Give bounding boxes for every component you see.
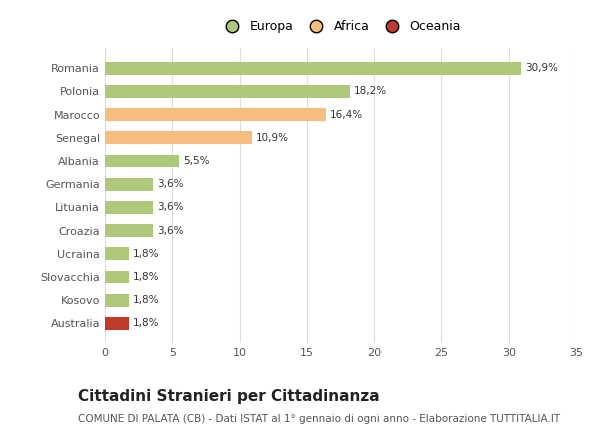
Legend: Europa, Africa, Oceania: Europa, Africa, Oceania bbox=[216, 16, 465, 37]
Text: 18,2%: 18,2% bbox=[354, 86, 387, 96]
Bar bbox=[105, 62, 521, 74]
Bar bbox=[105, 294, 129, 307]
Text: 3,6%: 3,6% bbox=[157, 179, 184, 189]
Text: 30,9%: 30,9% bbox=[525, 63, 558, 73]
Bar bbox=[105, 178, 154, 191]
Text: 3,6%: 3,6% bbox=[157, 226, 184, 235]
Bar bbox=[105, 108, 326, 121]
Text: 1,8%: 1,8% bbox=[133, 319, 160, 328]
Bar bbox=[105, 154, 179, 167]
Text: 1,8%: 1,8% bbox=[133, 249, 160, 259]
Text: 1,8%: 1,8% bbox=[133, 272, 160, 282]
Text: 5,5%: 5,5% bbox=[183, 156, 209, 166]
Text: 3,6%: 3,6% bbox=[157, 202, 184, 213]
Bar bbox=[105, 201, 154, 214]
Text: 1,8%: 1,8% bbox=[133, 295, 160, 305]
Bar bbox=[105, 247, 129, 260]
Bar bbox=[105, 224, 154, 237]
Bar bbox=[105, 85, 350, 98]
Text: COMUNE DI PALATA (CB) - Dati ISTAT al 1° gennaio di ogni anno - Elaborazione TUT: COMUNE DI PALATA (CB) - Dati ISTAT al 1°… bbox=[78, 414, 560, 425]
Text: 16,4%: 16,4% bbox=[330, 110, 363, 120]
Bar bbox=[105, 132, 251, 144]
Text: 10,9%: 10,9% bbox=[256, 133, 289, 143]
Bar bbox=[105, 317, 129, 330]
Text: Cittadini Stranieri per Cittadinanza: Cittadini Stranieri per Cittadinanza bbox=[78, 389, 380, 404]
Bar bbox=[105, 271, 129, 283]
